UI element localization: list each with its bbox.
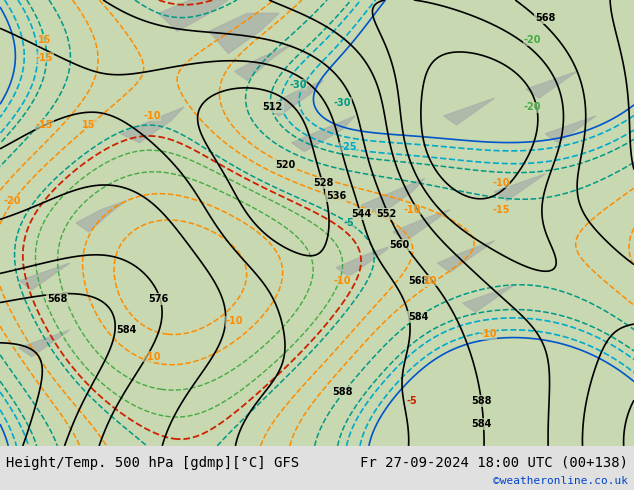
Polygon shape — [76, 201, 127, 232]
Text: 560: 560 — [389, 240, 410, 250]
Text: -15: -15 — [36, 53, 53, 63]
Polygon shape — [120, 107, 184, 143]
Polygon shape — [266, 80, 323, 116]
Text: -30: -30 — [289, 80, 307, 90]
Text: 584: 584 — [408, 312, 429, 321]
Polygon shape — [158, 0, 228, 31]
Text: -10: -10 — [479, 329, 497, 340]
Text: -10: -10 — [333, 276, 351, 286]
Text: 15: 15 — [82, 120, 96, 130]
Text: 576: 576 — [148, 294, 169, 304]
Polygon shape — [393, 210, 450, 241]
Text: ©weatheronline.co.uk: ©weatheronline.co.uk — [493, 476, 628, 487]
Polygon shape — [495, 174, 545, 201]
Text: 568: 568 — [408, 276, 429, 286]
Text: -20: -20 — [524, 102, 541, 112]
Polygon shape — [19, 263, 70, 290]
Text: -10: -10 — [143, 111, 161, 121]
Text: 568: 568 — [47, 294, 67, 304]
Polygon shape — [526, 72, 577, 98]
Text: 520: 520 — [275, 160, 295, 170]
Polygon shape — [444, 98, 495, 125]
Polygon shape — [292, 116, 355, 151]
Text: 584: 584 — [117, 325, 137, 335]
Text: 528: 528 — [313, 178, 333, 188]
Polygon shape — [235, 45, 292, 80]
Text: 584: 584 — [472, 418, 492, 429]
Polygon shape — [361, 178, 425, 214]
Text: 15: 15 — [37, 35, 51, 45]
Text: -30: -30 — [333, 98, 351, 108]
Text: 544: 544 — [351, 209, 372, 219]
Text: 552: 552 — [377, 209, 397, 219]
Text: 536: 536 — [326, 191, 346, 201]
Text: 568: 568 — [535, 13, 555, 23]
Text: -15: -15 — [492, 204, 510, 215]
Text: -10: -10 — [492, 178, 510, 188]
Text: 512: 512 — [262, 102, 283, 112]
Text: Height/Temp. 500 hPa [gdmp][°C] GFS: Height/Temp. 500 hPa [gdmp][°C] GFS — [6, 456, 299, 469]
Text: 588: 588 — [472, 396, 492, 406]
Text: -25: -25 — [340, 142, 358, 152]
Polygon shape — [19, 330, 70, 357]
Text: -10: -10 — [226, 316, 243, 326]
Text: 10: 10 — [424, 276, 438, 286]
Text: 588: 588 — [332, 388, 353, 397]
Polygon shape — [336, 245, 393, 276]
Text: -20: -20 — [524, 35, 541, 45]
Text: -5: -5 — [344, 218, 354, 228]
Polygon shape — [463, 285, 514, 312]
Polygon shape — [437, 241, 495, 272]
Text: -15: -15 — [36, 120, 53, 130]
Text: -5: -5 — [407, 396, 417, 406]
Polygon shape — [545, 116, 596, 143]
Text: -10: -10 — [403, 204, 421, 215]
Text: -10: -10 — [143, 352, 161, 362]
Polygon shape — [209, 13, 279, 53]
Text: Fr 27-09-2024 18:00 UTC (00+138): Fr 27-09-2024 18:00 UTC (00+138) — [359, 456, 628, 469]
Text: -20: -20 — [4, 196, 22, 206]
